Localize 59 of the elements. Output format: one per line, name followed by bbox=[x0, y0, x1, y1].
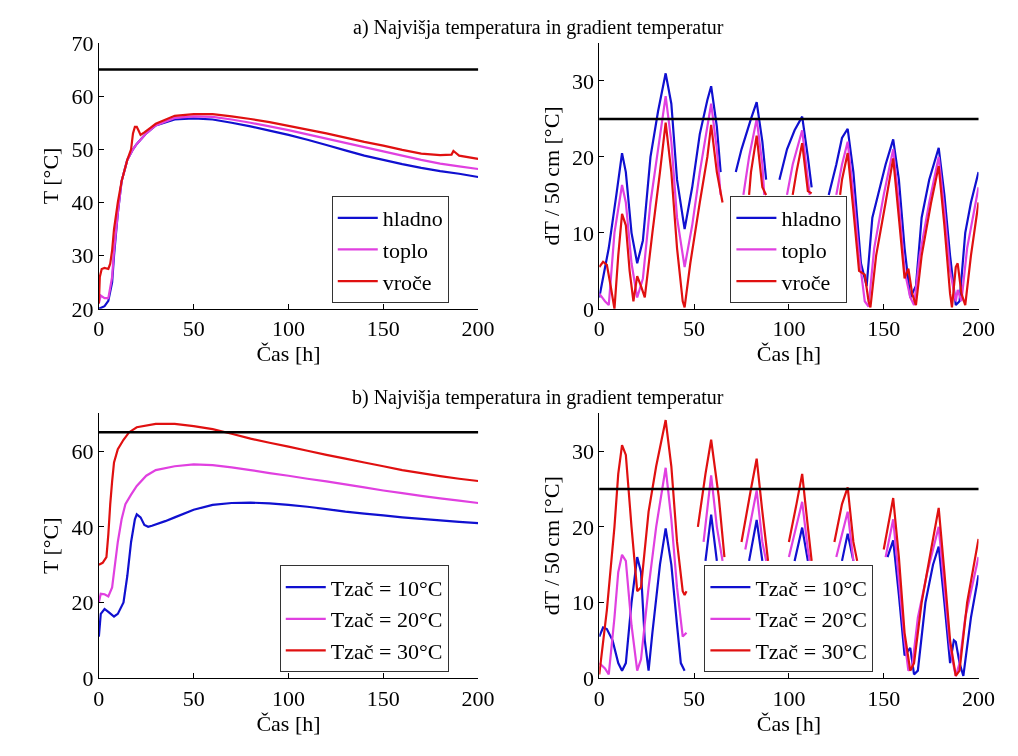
x-tick-label: 150 bbox=[867, 316, 901, 342]
y-tick-label: 10 bbox=[571, 590, 594, 616]
y-tick-label: 20 bbox=[571, 514, 594, 540]
x-tick-label: 150 bbox=[366, 685, 400, 711]
legend-label: hladno bbox=[781, 206, 842, 232]
x-tick-label: 50 bbox=[683, 316, 706, 342]
legend-label: vroče bbox=[781, 269, 831, 295]
legend-label: hladno bbox=[382, 206, 443, 232]
legend-label: Tzač = 20°C bbox=[330, 607, 443, 633]
legend-label: Tzač = 30°C bbox=[755, 638, 868, 664]
x-tick-label: 50 bbox=[182, 316, 205, 342]
y-tick-label: 20 bbox=[71, 296, 94, 322]
x-tick-label: 200 bbox=[461, 685, 495, 711]
x-tick-label: 200 bbox=[962, 685, 996, 711]
y-tick-label: 0 bbox=[582, 665, 594, 691]
x-tick-label: 50 bbox=[182, 685, 205, 711]
y-axis-title: dT / 50 cm [°C] bbox=[538, 476, 564, 616]
y-tick-label: 0 bbox=[582, 296, 594, 322]
x-tick-label: 150 bbox=[867, 685, 901, 711]
x-tick-label: 200 bbox=[962, 316, 996, 342]
y-tick-label: 40 bbox=[71, 514, 94, 540]
legend-label: toplo bbox=[781, 238, 827, 264]
y-tick-label: 70 bbox=[71, 30, 94, 56]
legend-label: vroče bbox=[382, 269, 432, 295]
legend-label: toplo bbox=[382, 238, 428, 264]
y-axis-title: T [°C] bbox=[38, 517, 64, 575]
x-axis-title: Čas [h] bbox=[756, 710, 821, 736]
line-series bbox=[98, 422, 479, 566]
x-axis-title: Čas [h] bbox=[756, 341, 821, 367]
line-series bbox=[98, 463, 479, 604]
x-axis-title: Čas [h] bbox=[256, 710, 321, 736]
x-tick-label: 50 bbox=[683, 685, 706, 711]
x-tick-label: 100 bbox=[271, 685, 305, 711]
text: a) Najvišja temperatura in gradient temperatur bbox=[353, 16, 724, 39]
y-tick-label: 60 bbox=[71, 438, 94, 464]
y-tick-label: 30 bbox=[71, 243, 94, 269]
y-tick-label: 20 bbox=[571, 144, 594, 170]
y-tick-label: 30 bbox=[571, 438, 594, 464]
legend-label: Tzač = 10°C bbox=[330, 575, 443, 601]
x-tick-label: 100 bbox=[271, 316, 305, 342]
x-tick-label: 150 bbox=[366, 316, 400, 342]
y-tick-label: 40 bbox=[71, 190, 94, 216]
y-tick-label: 30 bbox=[571, 68, 594, 94]
line-series bbox=[98, 501, 479, 638]
text: b) Najvišja temperatura in gradient temperatur bbox=[352, 386, 724, 409]
y-tick-label: 10 bbox=[571, 220, 594, 246]
legend-label: Tzač = 10°C bbox=[755, 575, 868, 601]
legend-label: Tzač = 20°C bbox=[755, 607, 868, 633]
y-tick-label: 60 bbox=[71, 83, 94, 109]
x-tick-label: 200 bbox=[461, 316, 495, 342]
y-tick-label: 0 bbox=[82, 665, 94, 691]
y-tick-label: 50 bbox=[71, 137, 94, 162]
x-axis-title: Čas [h] bbox=[256, 341, 321, 367]
x-tick-label: 100 bbox=[772, 316, 806, 342]
x-tick-label: 100 bbox=[772, 685, 806, 711]
y-axis-title: dT / 50 cm [°C] bbox=[538, 106, 564, 246]
legend-label: Tzač = 30°C bbox=[330, 638, 443, 664]
y-axis-title: T [°C] bbox=[38, 147, 64, 205]
y-tick-label: 20 bbox=[71, 590, 94, 616]
